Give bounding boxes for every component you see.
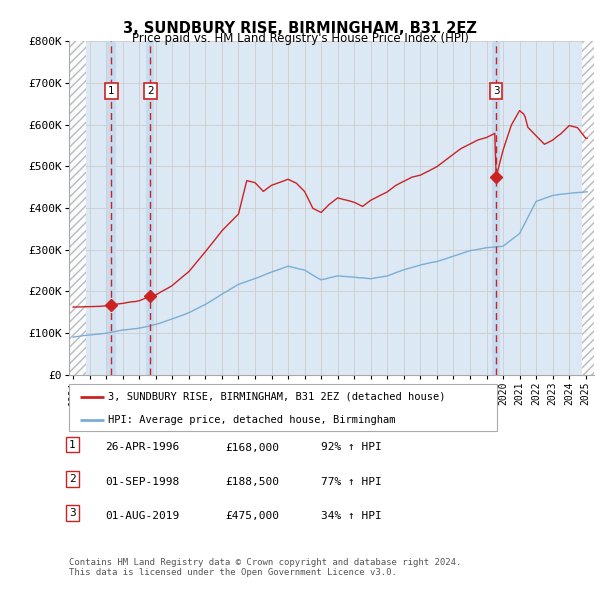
Text: £475,000: £475,000 xyxy=(225,511,279,521)
Text: HPI: Average price, detached house, Birmingham: HPI: Average price, detached house, Birm… xyxy=(108,415,395,425)
Text: 34% ↑ HPI: 34% ↑ HPI xyxy=(321,511,382,521)
Text: 3, SUNDBURY RISE, BIRMINGHAM, B31 2EZ: 3, SUNDBURY RISE, BIRMINGHAM, B31 2EZ xyxy=(123,21,477,35)
Bar xyxy=(581,41,594,375)
Text: 01-SEP-1998: 01-SEP-1998 xyxy=(105,477,179,487)
Text: 77% ↑ HPI: 77% ↑ HPI xyxy=(321,477,382,487)
Bar xyxy=(69,41,86,375)
Text: £188,500: £188,500 xyxy=(225,477,279,487)
Text: £168,000: £168,000 xyxy=(225,442,279,453)
Text: 1: 1 xyxy=(69,440,76,450)
Text: Price paid vs. HM Land Registry's House Price Index (HPI): Price paid vs. HM Land Registry's House … xyxy=(131,32,469,45)
Bar xyxy=(146,41,154,375)
Text: 2: 2 xyxy=(69,474,76,484)
Text: 26-APR-1996: 26-APR-1996 xyxy=(105,442,179,453)
Bar xyxy=(492,41,500,375)
Bar xyxy=(107,41,116,375)
Text: 1: 1 xyxy=(108,86,115,96)
Text: 01-AUG-2019: 01-AUG-2019 xyxy=(105,511,179,521)
Text: 3, SUNDBURY RISE, BIRMINGHAM, B31 2EZ (detached house): 3, SUNDBURY RISE, BIRMINGHAM, B31 2EZ (d… xyxy=(108,392,445,402)
Text: 92% ↑ HPI: 92% ↑ HPI xyxy=(321,442,382,453)
FancyBboxPatch shape xyxy=(69,385,497,431)
Text: Contains HM Land Registry data © Crown copyright and database right 2024.
This d: Contains HM Land Registry data © Crown c… xyxy=(69,558,461,577)
Text: 2: 2 xyxy=(147,86,154,96)
Text: 3: 3 xyxy=(69,508,76,518)
Text: 3: 3 xyxy=(493,86,499,96)
